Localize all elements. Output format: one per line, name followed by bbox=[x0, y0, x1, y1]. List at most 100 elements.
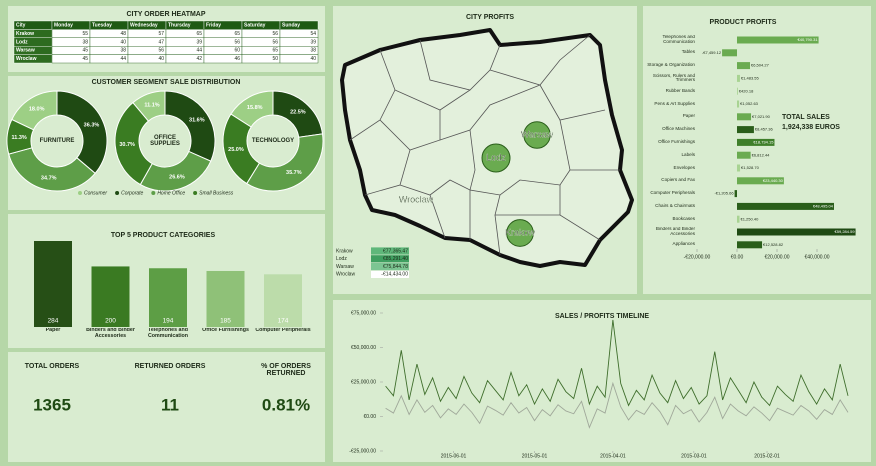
title: PRODUCT PROFITS bbox=[710, 19, 777, 26]
bar bbox=[149, 268, 187, 327]
category-label: Appliances bbox=[672, 241, 695, 247]
bar-value: €1,483.55 bbox=[741, 75, 760, 80]
category-label: Tables bbox=[681, 49, 695, 55]
cell-value: 65 bbox=[234, 31, 240, 37]
category-label: Envelopes bbox=[673, 164, 695, 170]
x-tick-label: 2015-05-01 bbox=[522, 453, 548, 459]
bar bbox=[264, 274, 302, 327]
legend-swatch bbox=[115, 191, 120, 195]
column-header: City bbox=[16, 23, 26, 29]
category-label-box: Binders and Binder Accessories bbox=[86, 328, 135, 339]
y-tick-label: €0.00 bbox=[363, 414, 376, 420]
total-sales-value: 1,924,338 EUROS bbox=[782, 124, 840, 131]
table-city: Wroclaw bbox=[336, 272, 355, 278]
table-value: €77,365.47 bbox=[383, 248, 408, 254]
category-label-box: Telephones and Communication bbox=[663, 35, 695, 44]
column-header: Thursday bbox=[168, 23, 191, 29]
cell-value: 47 bbox=[158, 39, 164, 45]
column-header: Friday bbox=[206, 23, 221, 29]
slice-label: 25.0% bbox=[228, 147, 244, 153]
row-header: Wroclaw bbox=[16, 56, 37, 62]
bar bbox=[737, 164, 741, 172]
category-label: Office Machines bbox=[662, 126, 695, 132]
bar bbox=[737, 74, 740, 82]
category-label: Office Furnishings bbox=[202, 328, 249, 333]
table-value: €85,291.40 bbox=[383, 256, 408, 262]
bar bbox=[737, 87, 738, 95]
bar-value: 174 bbox=[278, 318, 289, 325]
bar-value: €8,457.36 bbox=[755, 127, 774, 132]
category-label-box: Office Furnishings bbox=[202, 328, 249, 333]
category-label-box: Office Furnishings bbox=[658, 139, 695, 144]
slice-label: 18.0% bbox=[29, 106, 45, 112]
slice-label: 26.6% bbox=[169, 175, 185, 181]
category-label: Computer Peripherals bbox=[650, 190, 695, 196]
slice bbox=[114, 101, 153, 186]
bar-value: €59,284.59 bbox=[835, 229, 856, 234]
bar bbox=[34, 241, 72, 327]
slice-label: 34.7% bbox=[41, 176, 57, 182]
category-label-box: Binders and Binder Accessories bbox=[656, 227, 695, 236]
cell-value: 55 bbox=[82, 31, 88, 37]
cell-value: 60 bbox=[234, 48, 240, 54]
category-label: Telephones and Communication bbox=[147, 328, 189, 339]
x-tick-label: 2015-06-01 bbox=[441, 453, 467, 459]
category-label: Binders and Binder Accessories bbox=[86, 328, 135, 339]
cell-value: 44 bbox=[120, 56, 126, 62]
y-tick-label: €25,000.00 bbox=[351, 379, 376, 385]
category-label: Rubber Bands bbox=[665, 87, 695, 93]
slice-label: 11.1% bbox=[144, 103, 159, 109]
bar-value: €6,504.27 bbox=[751, 63, 770, 68]
slice-label: 22.5% bbox=[290, 110, 306, 116]
slice-label: 30.7% bbox=[119, 142, 135, 148]
donut-label-box: FURNITURE bbox=[40, 138, 75, 144]
cell-value: 40 bbox=[158, 56, 164, 62]
category-label-box: Paper bbox=[46, 328, 61, 333]
donut-label-box: OFFICE SUPPLIES bbox=[150, 134, 180, 147]
kpi-value: 11 bbox=[161, 395, 179, 414]
legend-label: Corporate bbox=[121, 190, 143, 196]
kpi-label-box: RETURNED ORDERS bbox=[135, 363, 206, 370]
table-cell bbox=[371, 270, 409, 278]
slice-label: 11.3% bbox=[12, 135, 27, 141]
category-label: Bookcases bbox=[672, 215, 695, 221]
bar bbox=[734, 190, 737, 198]
row-header: Lodz bbox=[16, 39, 28, 45]
slice-label: 36.3% bbox=[84, 122, 100, 128]
y-tick-label: €50,000.00 bbox=[351, 345, 376, 351]
legend-label: Consumer bbox=[84, 190, 107, 196]
table-city: Krakow bbox=[336, 248, 353, 254]
column-header: Monday bbox=[54, 23, 73, 29]
category-label: Labels bbox=[681, 151, 695, 157]
panel bbox=[8, 352, 325, 462]
table-value: -€14,434.00 bbox=[381, 272, 408, 278]
title: SALES / PROFITS TIMELINE bbox=[555, 313, 649, 320]
bar-value: €12,528.82 bbox=[763, 242, 784, 247]
table-value: €75,844.78 bbox=[383, 264, 408, 270]
cell-value: 38 bbox=[310, 48, 316, 54]
bar-value: €7,021.90 bbox=[752, 114, 771, 119]
legend-swatch bbox=[151, 191, 156, 195]
cell-value: 42 bbox=[196, 56, 202, 62]
line bbox=[385, 381, 849, 429]
title: CITY PROFITS bbox=[466, 14, 514, 21]
category-label-box: Appliances bbox=[672, 241, 695, 247]
column-header: Tuesday bbox=[92, 23, 112, 29]
bar-value: €48,495.04 bbox=[813, 203, 834, 208]
table-cell bbox=[371, 247, 409, 255]
slice bbox=[246, 133, 324, 192]
category-label: Paper bbox=[682, 113, 695, 119]
row-header: Krakow bbox=[16, 31, 34, 37]
slice-label: 31.6% bbox=[189, 118, 205, 124]
donut-label: OFFICE SUPPLIES bbox=[150, 134, 180, 147]
city-label: Warsaw bbox=[521, 129, 554, 139]
category-label-box: Computer Peripherals bbox=[650, 190, 695, 196]
title: TOP 5 PRODUCT CATEGORIES bbox=[111, 232, 216, 239]
cell-value: 57 bbox=[158, 31, 164, 37]
donut-label: TECHNOLOGY bbox=[251, 137, 295, 144]
cell-value: 50 bbox=[272, 56, 278, 62]
category-label: Scissors, Rulers and Trimmers bbox=[652, 73, 695, 83]
cell-value: 65 bbox=[196, 31, 202, 37]
table-cell bbox=[371, 263, 409, 271]
city-label: Lodz bbox=[486, 152, 506, 162]
